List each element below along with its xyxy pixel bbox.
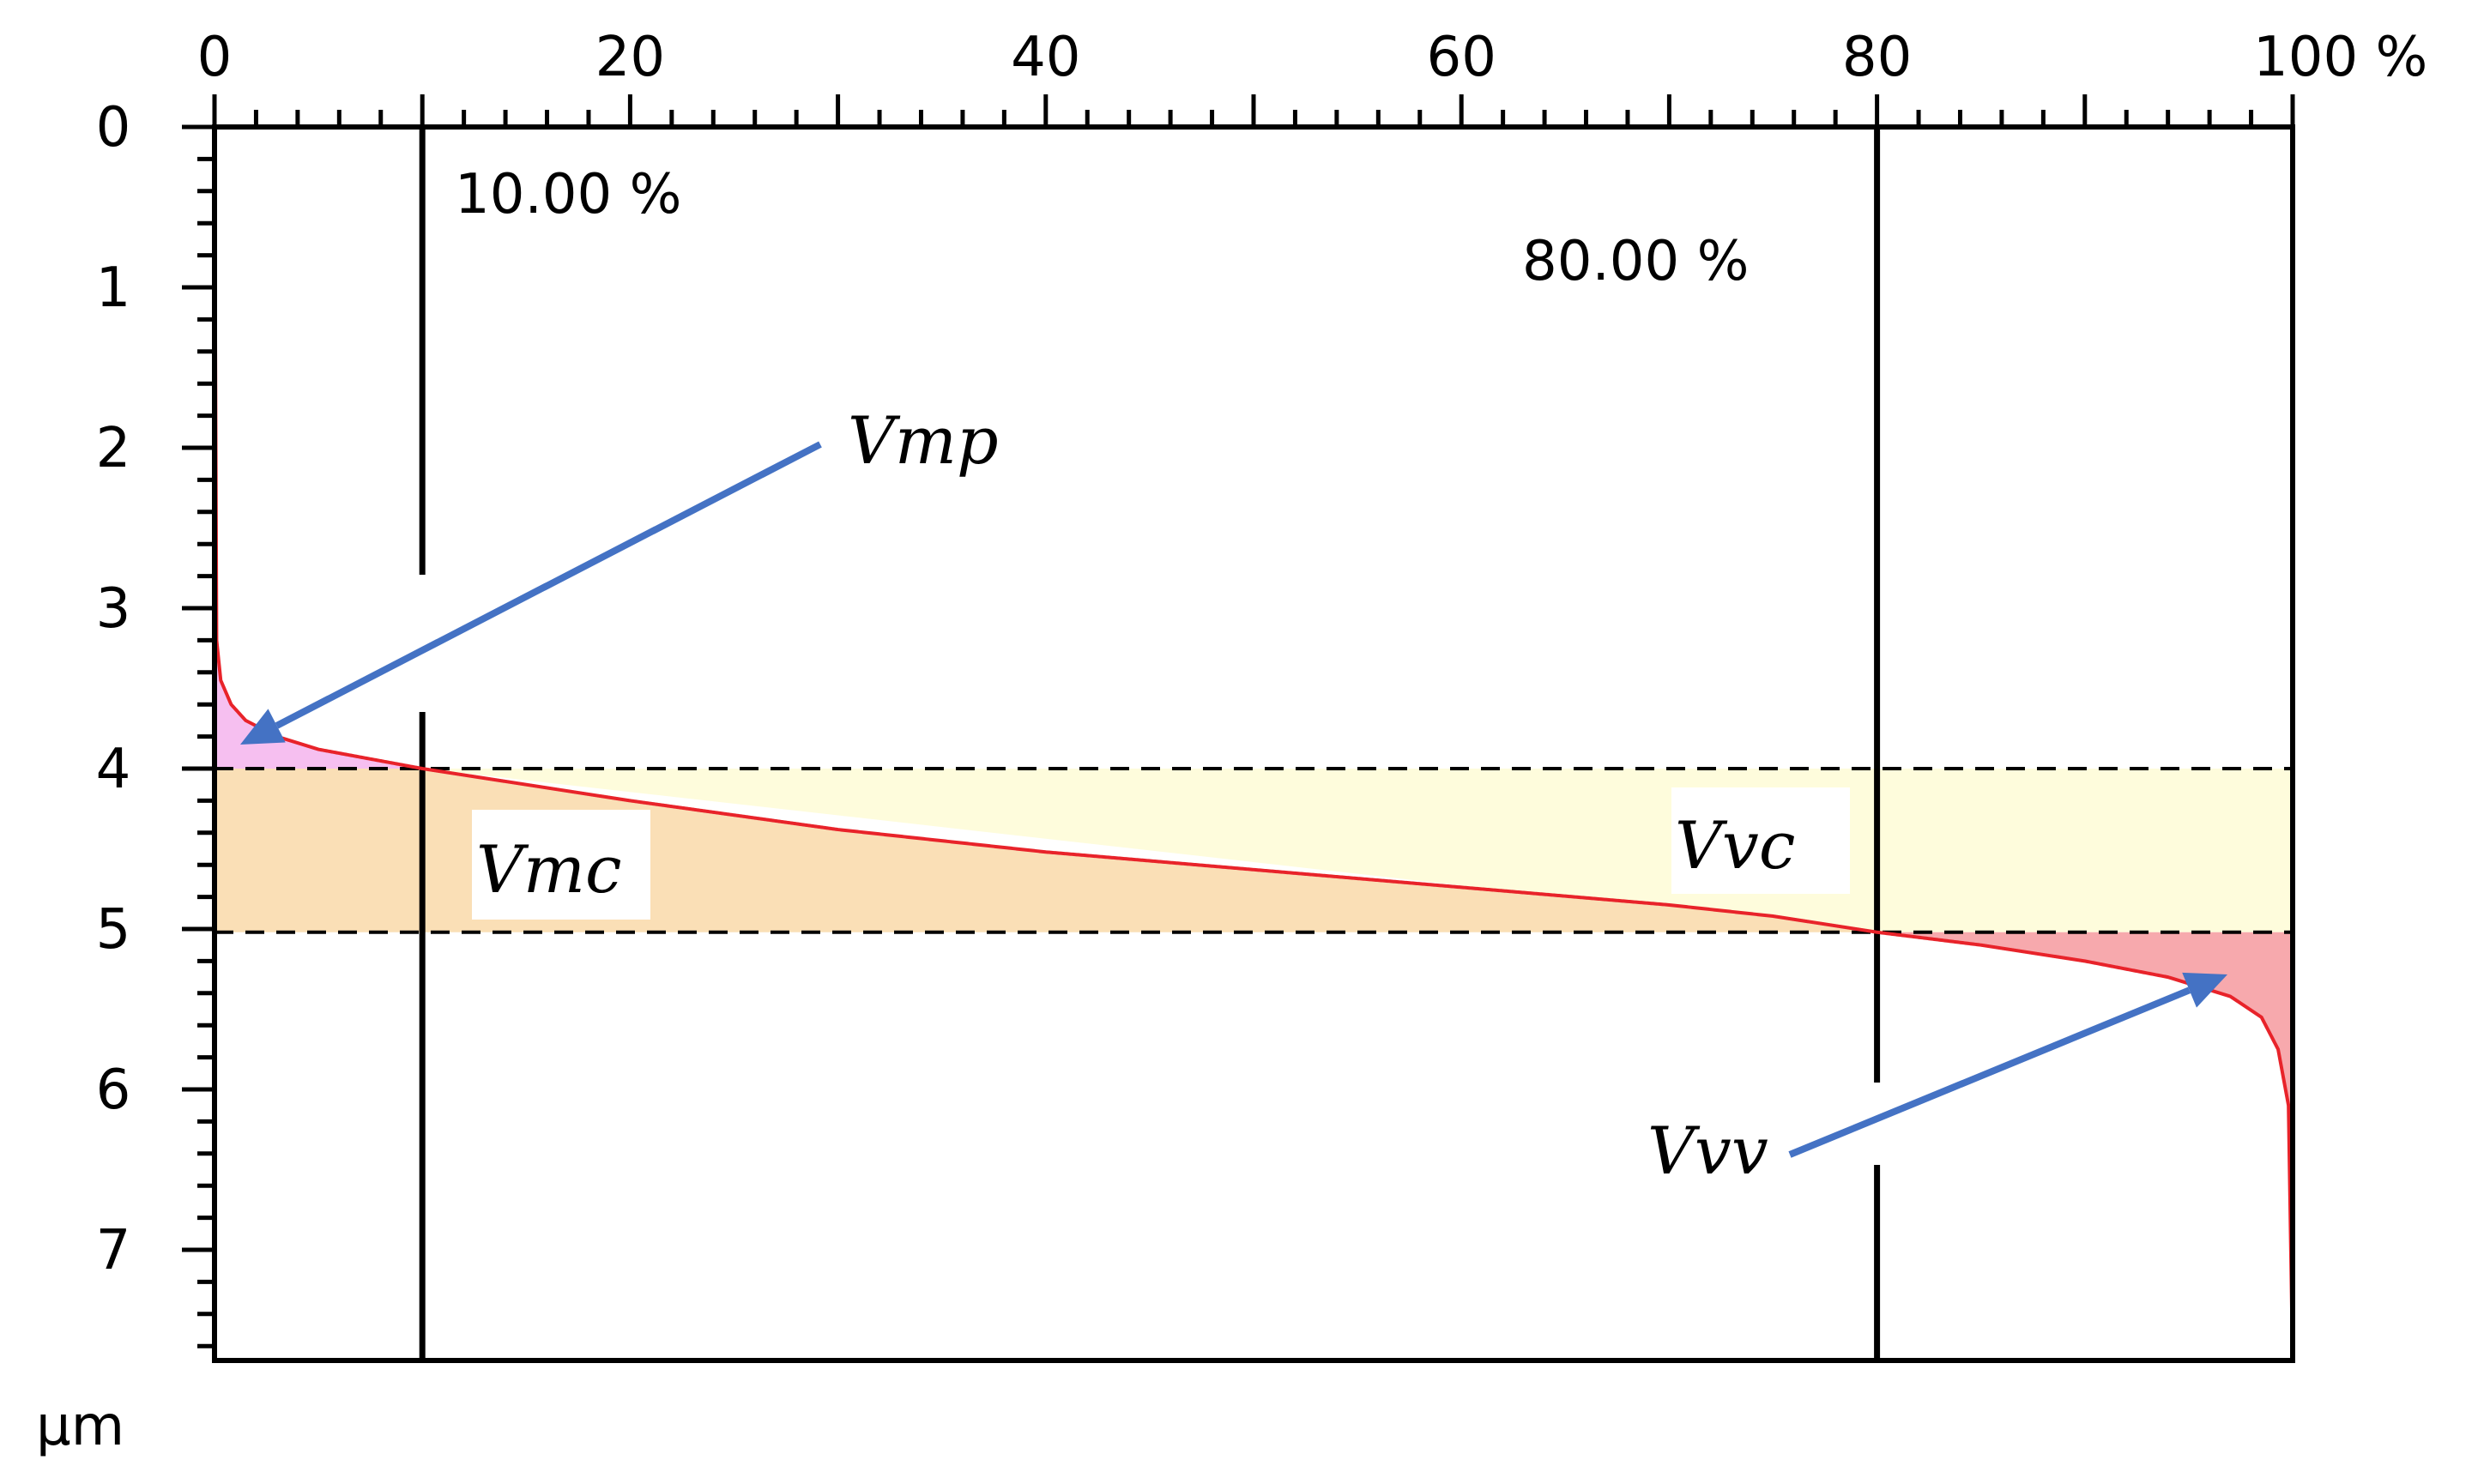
vmc-label: Vmc <box>476 831 622 908</box>
y-tick-label: 7 <box>96 1219 131 1282</box>
vvv-region <box>1877 932 2293 1234</box>
annotations: Vmp Vmc Vvc Vvv 10.00 % 80.00 % 100 % µm <box>36 26 2427 1458</box>
vmc-label-box <box>472 810 650 920</box>
y-tick-label: 3 <box>96 577 131 641</box>
vvv-arrow-shaft <box>1788 986 2191 1158</box>
y-tick-label: 2 <box>96 417 131 480</box>
vmp-label: Vmp <box>848 402 999 479</box>
x-tick-label: 80 <box>1842 26 1912 89</box>
axes: 0 20 40 60 80 0 1 2 3 4 5 6 7 <box>96 26 2295 1363</box>
mr1-percent-label: 10.00 % <box>455 163 681 226</box>
volume-regions <box>215 640 2294 1234</box>
y-tick-label: 0 <box>96 96 131 160</box>
x-axis-unit-label: 100 % <box>2253 26 2427 89</box>
x-tick-label: 20 <box>595 26 665 89</box>
vvv-arrow-head <box>2182 972 2227 1008</box>
y-tick-label: 1 <box>96 256 131 320</box>
vmp-arrow-head <box>240 709 286 745</box>
vvc-label: Vvc <box>1675 807 1795 884</box>
y-axis-unit-label: µm <box>36 1395 124 1458</box>
vvv-arrow <box>1788 972 2227 1158</box>
vvc-label-box <box>1671 787 1850 894</box>
threshold-lines <box>215 127 2293 1360</box>
material-ratio-curve <box>213 126 2294 1362</box>
y-tick-label: 4 <box>96 738 131 801</box>
y-tick-label: 6 <box>96 1059 131 1122</box>
y-tick-label: 5 <box>96 898 131 962</box>
curve-layer <box>213 126 2294 1362</box>
plot-frame <box>212 124 2295 1363</box>
x-tick-label: 60 <box>1426 26 1496 89</box>
vmp-arrow <box>240 441 822 745</box>
x-tick-label: 0 <box>197 26 233 89</box>
mr2-percent-label: 80.00 % <box>1522 230 1749 293</box>
x-tick-label: 40 <box>1011 26 1080 89</box>
vmp-arrow-shaft <box>275 441 822 729</box>
vvv-label: Vvv <box>1647 1113 1768 1189</box>
